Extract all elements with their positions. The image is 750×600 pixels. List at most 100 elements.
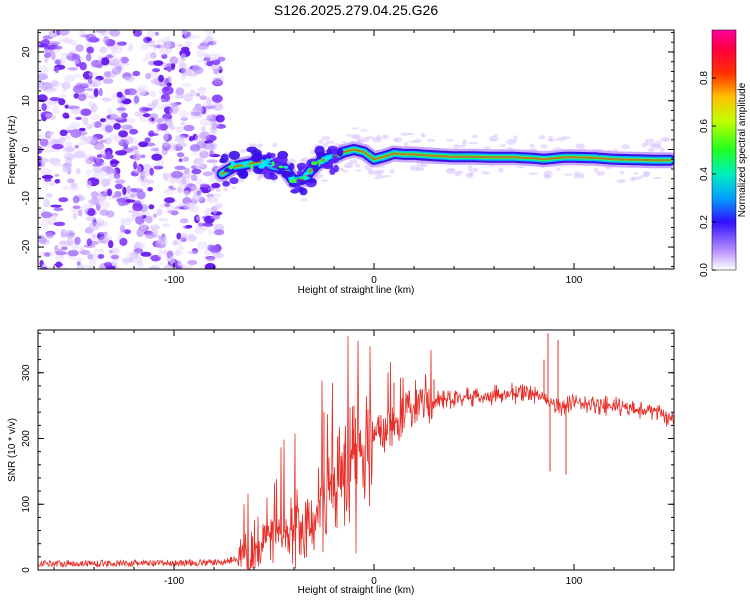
noise-blob xyxy=(46,132,53,140)
halo-blob xyxy=(366,135,374,140)
y-tick-label: 0 xyxy=(21,146,32,152)
y-tick-label: 20 xyxy=(21,46,32,58)
turbulence-core xyxy=(271,161,275,167)
halo-blob xyxy=(256,175,261,181)
noise-blob xyxy=(147,30,155,39)
noise-blob xyxy=(148,117,155,122)
noise-blob xyxy=(41,39,50,47)
noise-blob xyxy=(70,128,82,138)
halo-blob xyxy=(556,167,561,171)
noise-blob xyxy=(174,137,185,143)
noise-blob xyxy=(149,225,161,231)
noise-blob xyxy=(76,261,81,266)
noise-blob xyxy=(124,199,136,203)
noise-blob xyxy=(126,252,137,259)
turbulence-core xyxy=(266,164,273,167)
turbulence-blob xyxy=(305,178,317,184)
noise-blob xyxy=(58,197,69,203)
noise-blob xyxy=(81,82,91,87)
noise-blob xyxy=(176,232,182,240)
noise-blob xyxy=(119,224,125,233)
noise-blob xyxy=(97,55,103,64)
noise-blob xyxy=(53,221,66,227)
noise-blob xyxy=(64,115,70,119)
noise-blob xyxy=(103,71,112,78)
halo-blob xyxy=(240,149,247,153)
turbulence-blob xyxy=(298,186,304,193)
halo-blob xyxy=(616,179,627,184)
noise-blob xyxy=(151,52,157,60)
halo-blob xyxy=(452,144,460,149)
x-tick-label: 100 xyxy=(566,576,583,587)
noise-blob xyxy=(101,97,112,102)
noise-blob xyxy=(100,201,110,210)
noise-blob xyxy=(200,126,206,132)
noise-blob xyxy=(175,94,185,99)
noise-blob xyxy=(72,84,85,94)
noise-blob xyxy=(127,210,137,213)
halo-blob xyxy=(351,127,359,130)
noise-blob xyxy=(42,174,54,180)
halo-blob xyxy=(543,173,552,179)
noise-blob xyxy=(209,149,214,157)
noise-blob xyxy=(190,111,201,117)
noise-blob xyxy=(136,242,146,250)
noise-blob xyxy=(207,187,216,191)
noise-blob xyxy=(129,128,139,135)
noise-blob xyxy=(60,39,72,44)
noise-blob xyxy=(113,172,121,179)
noise-blob xyxy=(184,190,189,198)
noise-blob xyxy=(75,116,82,121)
halo-blob xyxy=(356,139,363,143)
turbulence-blob xyxy=(320,163,330,169)
noise-blob xyxy=(167,210,174,214)
halo-blob xyxy=(596,170,605,176)
noise-blob xyxy=(183,167,190,174)
noise-blob xyxy=(204,54,211,62)
noise-blob xyxy=(201,39,207,47)
halo-blob xyxy=(468,168,473,172)
noise-blob xyxy=(62,185,69,190)
noise-blob xyxy=(181,75,187,80)
noise-blob xyxy=(92,78,102,87)
noise-blob xyxy=(96,154,105,158)
noise-blob xyxy=(197,222,204,227)
noise-blob xyxy=(211,206,218,212)
noise-blob xyxy=(93,248,103,253)
noise-blob xyxy=(176,43,184,48)
noise-blob xyxy=(191,165,198,170)
noise-blob xyxy=(171,63,176,69)
noise-blob xyxy=(111,45,116,54)
noise-blob xyxy=(64,146,76,152)
noise-blob xyxy=(194,157,204,164)
noise-blob xyxy=(49,97,61,102)
noise-blob xyxy=(202,101,214,108)
noise-blob xyxy=(133,95,140,104)
halo-blob xyxy=(360,129,368,132)
noise-blob xyxy=(64,74,75,83)
noise-blob xyxy=(121,195,134,199)
noise-blob xyxy=(150,147,160,152)
noise-blob xyxy=(187,259,198,266)
noise-blob xyxy=(205,256,216,262)
noise-blob xyxy=(159,261,164,266)
turbulence-blob xyxy=(288,182,297,187)
colorbar-gradient xyxy=(712,30,736,270)
noise-blob xyxy=(109,30,121,37)
noise-blob xyxy=(93,121,102,128)
turbulence-blob xyxy=(296,162,307,170)
noise-blob xyxy=(102,179,108,188)
noise-blob xyxy=(101,150,106,159)
noise-blob xyxy=(101,45,108,50)
halo-blob xyxy=(515,166,526,169)
noise-blob xyxy=(199,183,210,188)
noise-blob xyxy=(104,137,112,145)
noise-blob xyxy=(52,163,64,167)
noise-blob xyxy=(106,151,112,157)
noise-blob xyxy=(61,246,68,251)
noise-blob xyxy=(172,207,179,211)
halo-blob xyxy=(409,165,420,171)
halo-blob xyxy=(652,176,663,180)
noise-blob xyxy=(110,160,120,165)
noise-blob xyxy=(176,152,185,158)
